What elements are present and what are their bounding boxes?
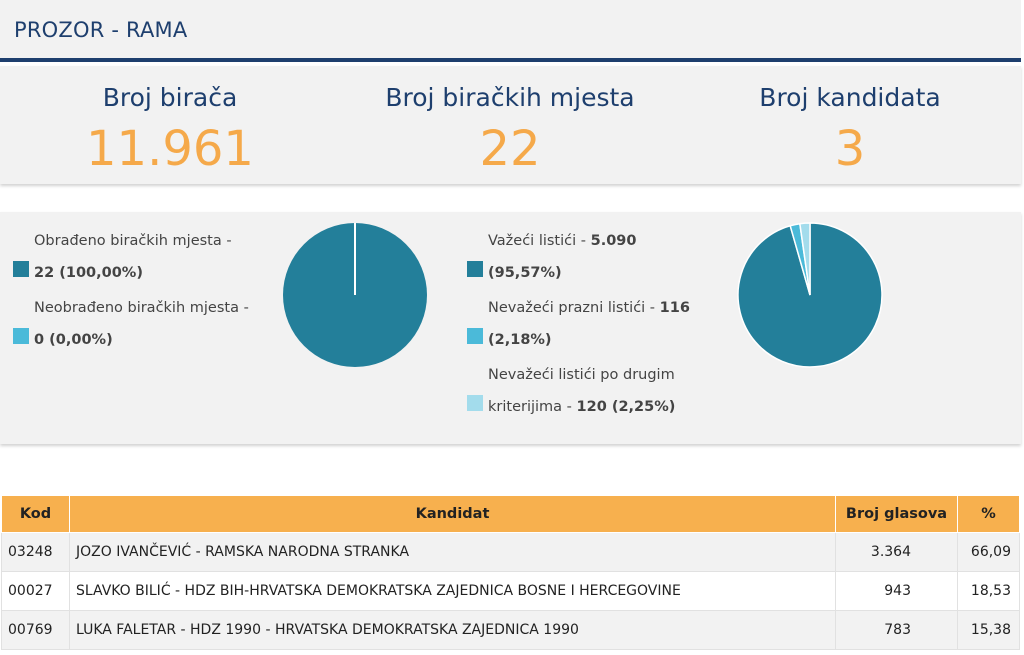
polling-stations-legend: Obrađeno biračkih mjesta - 22 (100,00%) … bbox=[13, 225, 263, 356]
table-row[interactable]: 03248 JOZO IVANČEVIĆ - RAMSKA NARODNA ST… bbox=[1, 532, 1020, 572]
stat-polling-stations: Broj biračkih mjesta 22 bbox=[340, 66, 680, 177]
table-row[interactable]: 00027 SLAVKO BILIĆ - HDZ BIH-HRVATSKA DE… bbox=[1, 571, 1020, 611]
table-row[interactable]: 00769 LUKA FALETAR - HDZ 1990 - HRVATSKA… bbox=[1, 610, 1020, 650]
cell-code: 00769 bbox=[1, 610, 70, 650]
column-header-candidate[interactable]: Kandidat bbox=[69, 495, 836, 533]
cell-code: 00027 bbox=[1, 571, 70, 611]
column-header-percent[interactable]: % bbox=[957, 495, 1020, 533]
legend-label: Važeći listići - bbox=[488, 233, 586, 249]
ballots-pie-chart bbox=[737, 222, 883, 368]
cell-percent: 15,38 bbox=[957, 610, 1020, 650]
candidates-table-container: Kod Kandidat Broj glasova % 03248 JOZO I… bbox=[1, 495, 1020, 650]
candidates-table: Kod Kandidat Broj glasova % 03248 JOZO I… bbox=[1, 495, 1020, 650]
table-header-row: Kod Kandidat Broj glasova % bbox=[1, 495, 1020, 533]
legend-value-pct: (2,18%) bbox=[488, 332, 552, 348]
legend-label: Neobrađeno biračkih mjesta - bbox=[34, 300, 249, 316]
legend-label: Nevažeći listići po drugim bbox=[488, 367, 675, 383]
stat-candidates-label: Broj kandidata bbox=[759, 83, 941, 112]
cell-candidate: LUKA FALETAR - HDZ 1990 - HRVATSKA DEMOK… bbox=[69, 610, 836, 650]
legend-item-processed: Obrađeno biračkih mjesta - 22 (100,00%) bbox=[13, 225, 263, 289]
legend-swatch bbox=[467, 395, 483, 411]
stat-voters-label: Broj birača bbox=[102, 83, 238, 112]
stat-polling-stations-label: Broj biračkih mjesta bbox=[385, 83, 635, 112]
column-header-votes[interactable]: Broj glasova bbox=[835, 495, 958, 533]
pie-slice-invalid-other bbox=[799, 222, 811, 296]
legend-swatch bbox=[467, 328, 483, 344]
legend-label: Nevažeći prazni listići - bbox=[488, 300, 656, 316]
cell-code: 03248 bbox=[1, 532, 70, 572]
stats-panel: Broj birača 11.961 Broj biračkih mjesta … bbox=[0, 66, 1021, 184]
legend-swatch bbox=[13, 261, 29, 277]
stat-candidates: Broj kandidata 3 bbox=[680, 66, 1020, 177]
legend-value: 116 bbox=[659, 300, 690, 316]
stat-polling-stations-value: 22 bbox=[479, 121, 541, 177]
column-header-code[interactable]: Kod bbox=[1, 495, 70, 533]
municipality-title: PROZOR - RAMA bbox=[14, 18, 188, 42]
cell-percent: 18,53 bbox=[957, 571, 1020, 611]
legend-swatch bbox=[13, 328, 29, 344]
page-header: PROZOR - RAMA bbox=[0, 0, 1021, 62]
stat-voters: Broj birača 11.961 bbox=[0, 66, 340, 177]
legend-value-pct: (95,57%) bbox=[488, 265, 562, 281]
polling-stations-pie-chart bbox=[283, 223, 427, 367]
cell-percent: 66,09 bbox=[957, 532, 1020, 572]
legend-label-2: kriterijima - bbox=[488, 399, 572, 415]
ballots-legend: Važeći listići - 5.090 (95,57%) Nevažeći… bbox=[467, 225, 707, 423]
legend-item-invalid-other: Nevažeći listići po drugim kriterijima -… bbox=[467, 359, 707, 423]
legend-item-valid: Važeći listići - 5.090 (95,57%) bbox=[467, 225, 707, 289]
cell-votes: 943 bbox=[835, 571, 958, 611]
stat-voters-value: 11.961 bbox=[86, 121, 254, 177]
legend-value: 22 (100,00%) bbox=[34, 265, 143, 281]
cell-candidate: JOZO IVANČEVIĆ - RAMSKA NARODNA STRANKA bbox=[69, 532, 836, 572]
legend-value: 120 (2,25%) bbox=[576, 399, 676, 415]
legend-value: 5.090 bbox=[590, 233, 637, 249]
stat-candidates-value: 3 bbox=[834, 121, 866, 177]
charts-panel: Obrađeno biračkih mjesta - 22 (100,00%) … bbox=[0, 212, 1021, 444]
cell-votes: 783 bbox=[835, 610, 958, 650]
legend-item-invalid-blank: Nevažeći prazni listići - 116 (2,18%) bbox=[467, 292, 707, 356]
legend-label: Obrađeno biračkih mjesta - bbox=[34, 233, 232, 249]
legend-swatch bbox=[467, 261, 483, 277]
legend-item-unprocessed: Neobrađeno biračkih mjesta - 0 (0,00%) bbox=[13, 292, 263, 356]
legend-value: 0 (0,00%) bbox=[34, 332, 113, 348]
cell-votes: 3.364 bbox=[835, 532, 958, 572]
cell-candidate: SLAVKO BILIĆ - HDZ BIH-HRVATSKA DEMOKRAT… bbox=[69, 571, 836, 611]
